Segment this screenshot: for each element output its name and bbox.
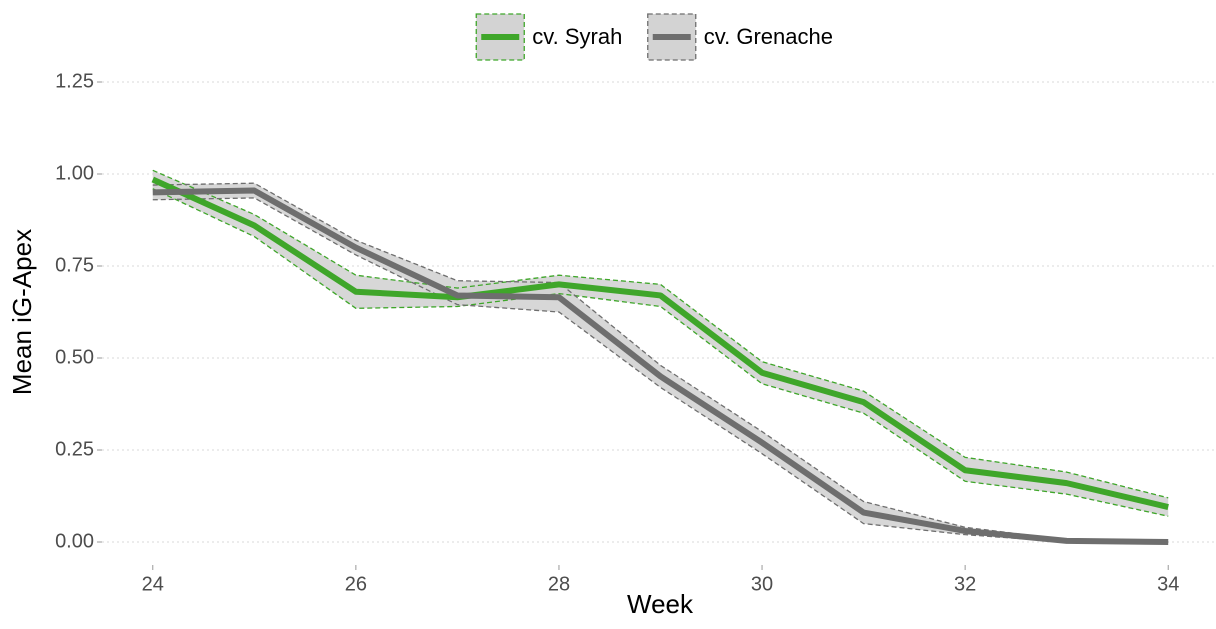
x-axis-title: Week (627, 589, 694, 619)
x-tick-label: 30 (751, 573, 773, 595)
x-tick-label: 32 (954, 573, 976, 595)
x-tick-label: 24 (142, 573, 164, 595)
y-tick-label: 0.75 (55, 254, 94, 276)
band-edge (152, 188, 1169, 517)
y-axis-title: Mean iG-Apex (7, 229, 37, 395)
y-tick-label: 0.00 (55, 530, 94, 552)
x-tick-label: 34 (1157, 573, 1179, 595)
confidence-band (152, 183, 1169, 542)
y-tick-label: 0.25 (55, 438, 94, 460)
band-edge (152, 182, 1169, 543)
series-line (152, 187, 1169, 545)
x-tick-label: 28 (548, 573, 570, 595)
legend-label: cv. Syrah (532, 24, 622, 49)
series-line (151, 176, 1169, 510)
confidence-band (152, 170, 1169, 517)
y-tick-label: 0.50 (55, 346, 94, 368)
y-tick-label: 1.25 (55, 70, 94, 92)
x-tick-label: 26 (345, 573, 367, 595)
band-edge (152, 169, 1169, 499)
y-tick-label: 1.00 (55, 162, 94, 184)
legend-label: cv. Grenache (704, 24, 833, 49)
